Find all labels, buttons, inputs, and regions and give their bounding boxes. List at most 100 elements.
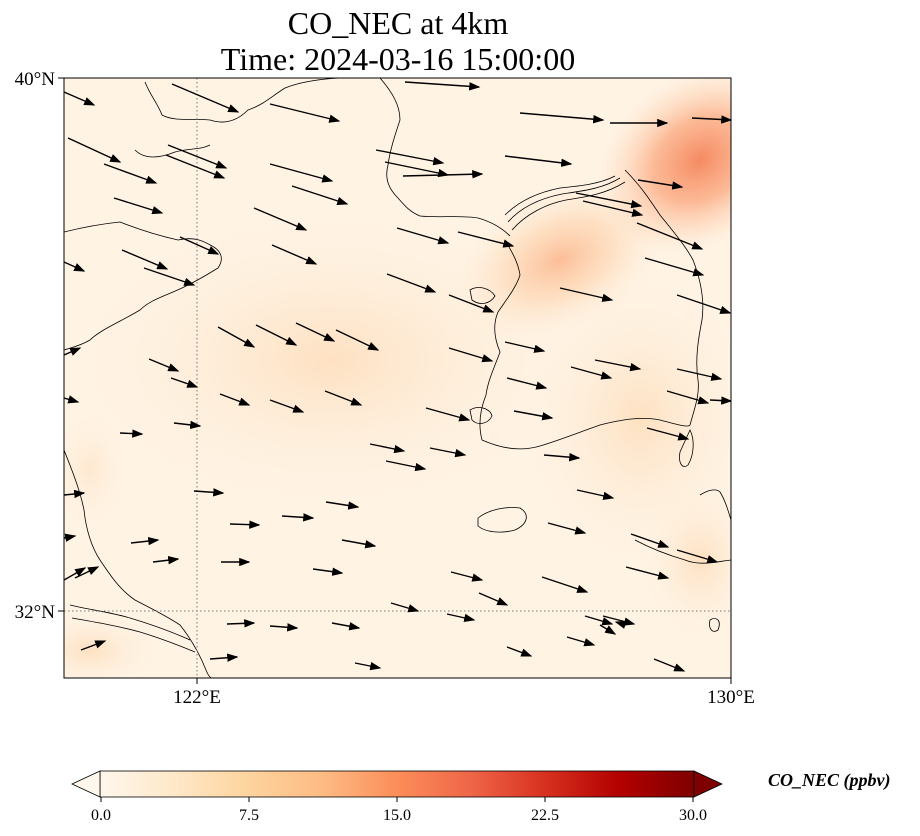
wind-vector-arrow <box>103 163 158 184</box>
wind-vector-arrow <box>119 429 144 438</box>
wind-vector-arrow <box>335 329 380 351</box>
wind-vector-arrow <box>255 324 298 346</box>
wind-vector-arrow <box>64 261 86 272</box>
coastline <box>64 78 731 678</box>
axis-ticks <box>58 77 732 684</box>
wind-vector-arrow <box>504 341 546 353</box>
wind-vector-arrow <box>173 420 202 430</box>
wind-vector-arrow <box>584 615 614 626</box>
wind-vector-arrow <box>541 576 589 593</box>
wind-vector-arrow <box>646 427 690 441</box>
wind-vector-arrow <box>324 390 363 406</box>
wind-vector-arrow <box>226 619 256 628</box>
wind-vector-arrow <box>64 91 96 106</box>
colorbar-tick-label: 0.0 <box>91 807 111 824</box>
colorbar-tick-label: 7.5 <box>239 807 259 824</box>
wind-vector-arrow <box>575 192 643 209</box>
wind-vector-arrow <box>209 653 239 662</box>
wind-vector-arrow <box>121 249 169 270</box>
wind-vector-arrow <box>614 620 627 629</box>
lon-tick-label-122: 122°E <box>173 687 221 708</box>
wind-vector-arrow <box>636 222 704 250</box>
wind-vector-arrow <box>170 377 199 388</box>
wind-vector-arrow <box>269 103 341 123</box>
wind-vector-arrow <box>179 236 220 255</box>
colorbar: 0.0 7.5 15.0 22.5 30.0 <box>71 770 723 824</box>
wind-vector-arrow <box>148 358 180 372</box>
wind-vector-arrow <box>269 163 334 183</box>
colorbar-label: CO_NEC (ppbv) <box>768 770 891 790</box>
wind-vector-arrow <box>281 513 315 522</box>
wind-vector-arrow <box>312 567 344 576</box>
wind-vector-arrow <box>547 522 587 535</box>
wind-vector-arrow <box>402 170 484 179</box>
colorbar-tick-label: 30.0 <box>679 807 707 824</box>
wind-vector-arrow <box>513 410 554 421</box>
wind-vector-arrow <box>165 154 226 179</box>
wind-vector-arrow <box>64 567 87 581</box>
wind-vector-arrow <box>74 566 100 579</box>
plot-title-line-2: Time: 2024-03-16 15:00:00 <box>220 41 576 77</box>
wind-vector-arrow <box>602 615 636 626</box>
wind-vector-arrow <box>396 227 450 245</box>
wind-vector-arrow <box>217 326 256 348</box>
wind-vector-arrow <box>504 155 573 167</box>
wind-vector-arrow <box>167 144 228 169</box>
colorbar-tick-label: 22.5 <box>531 807 559 824</box>
wind-vector-arrow <box>130 536 160 546</box>
wind-vector-arrow <box>291 185 349 205</box>
wind-vector-arrow <box>331 622 361 631</box>
wind-vector-arrow <box>599 624 617 635</box>
wind-vector-arrow <box>269 623 299 632</box>
wind-vector-arrow <box>64 489 86 499</box>
wind-vector-arrow <box>385 460 427 472</box>
wind-vector-arrow <box>271 244 318 265</box>
wind-vector-arrow <box>625 566 670 580</box>
colorbar-extend-min <box>71 770 101 798</box>
wind-vector-arrow <box>143 267 196 286</box>
wind-vector-arrow <box>64 533 77 542</box>
wind-vector-arrow <box>506 646 533 657</box>
lat-tick-label-32: 32°N <box>15 602 56 623</box>
colorbar-tick-label: 15.0 <box>383 807 411 824</box>
gridlines <box>64 78 731 678</box>
wind-vector-arrow <box>576 489 615 500</box>
map-frame <box>63 77 732 679</box>
wind-vector-arrow <box>709 396 731 405</box>
wind-vector-arrow <box>519 112 605 124</box>
wind-vector-arrow <box>478 592 509 606</box>
wind-vector-arrow <box>253 207 308 231</box>
wind-vector-arrow <box>676 368 723 381</box>
wind-vector-arrow <box>269 399 305 413</box>
wind-vector-arrow <box>446 613 476 622</box>
wind-vector-arrow <box>325 501 360 510</box>
wind-vector-arrow <box>559 287 614 302</box>
wind-vector-arrow <box>384 161 450 178</box>
wind-vector-arrow <box>64 395 80 404</box>
wind-vector-arrow <box>295 322 336 342</box>
wind-vector-arrow <box>375 149 445 166</box>
wind-vector-arrow <box>676 294 731 314</box>
wind-vector-arrow <box>582 200 644 217</box>
wind-vector-arrow <box>80 640 107 651</box>
colorbar-gradient <box>99 770 695 798</box>
wind-vector-arrow <box>450 571 484 582</box>
wind-vector-arrow <box>341 539 377 549</box>
wind-vector-arrow <box>506 377 548 390</box>
wind-vector-arrow <box>676 549 719 564</box>
wind-vector-arrow <box>429 447 467 458</box>
wind-vector-arrow <box>644 257 705 277</box>
wind-vector-arrow <box>691 115 731 124</box>
lon-tick-label-130: 130°E <box>707 687 755 708</box>
wind-vector-arrow <box>113 197 164 215</box>
wind-vector-arrow <box>653 658 686 672</box>
wind-vector-arrow <box>630 533 670 548</box>
wind-vector-arrow <box>67 137 122 163</box>
map-panel <box>64 78 731 678</box>
wind-vector-arrow <box>390 602 420 613</box>
wind-vectors <box>64 81 731 672</box>
wind-vector-arrow <box>543 452 581 462</box>
wind-vector-arrow <box>229 520 261 529</box>
lat-tick-label-40: 40°N <box>15 69 56 90</box>
